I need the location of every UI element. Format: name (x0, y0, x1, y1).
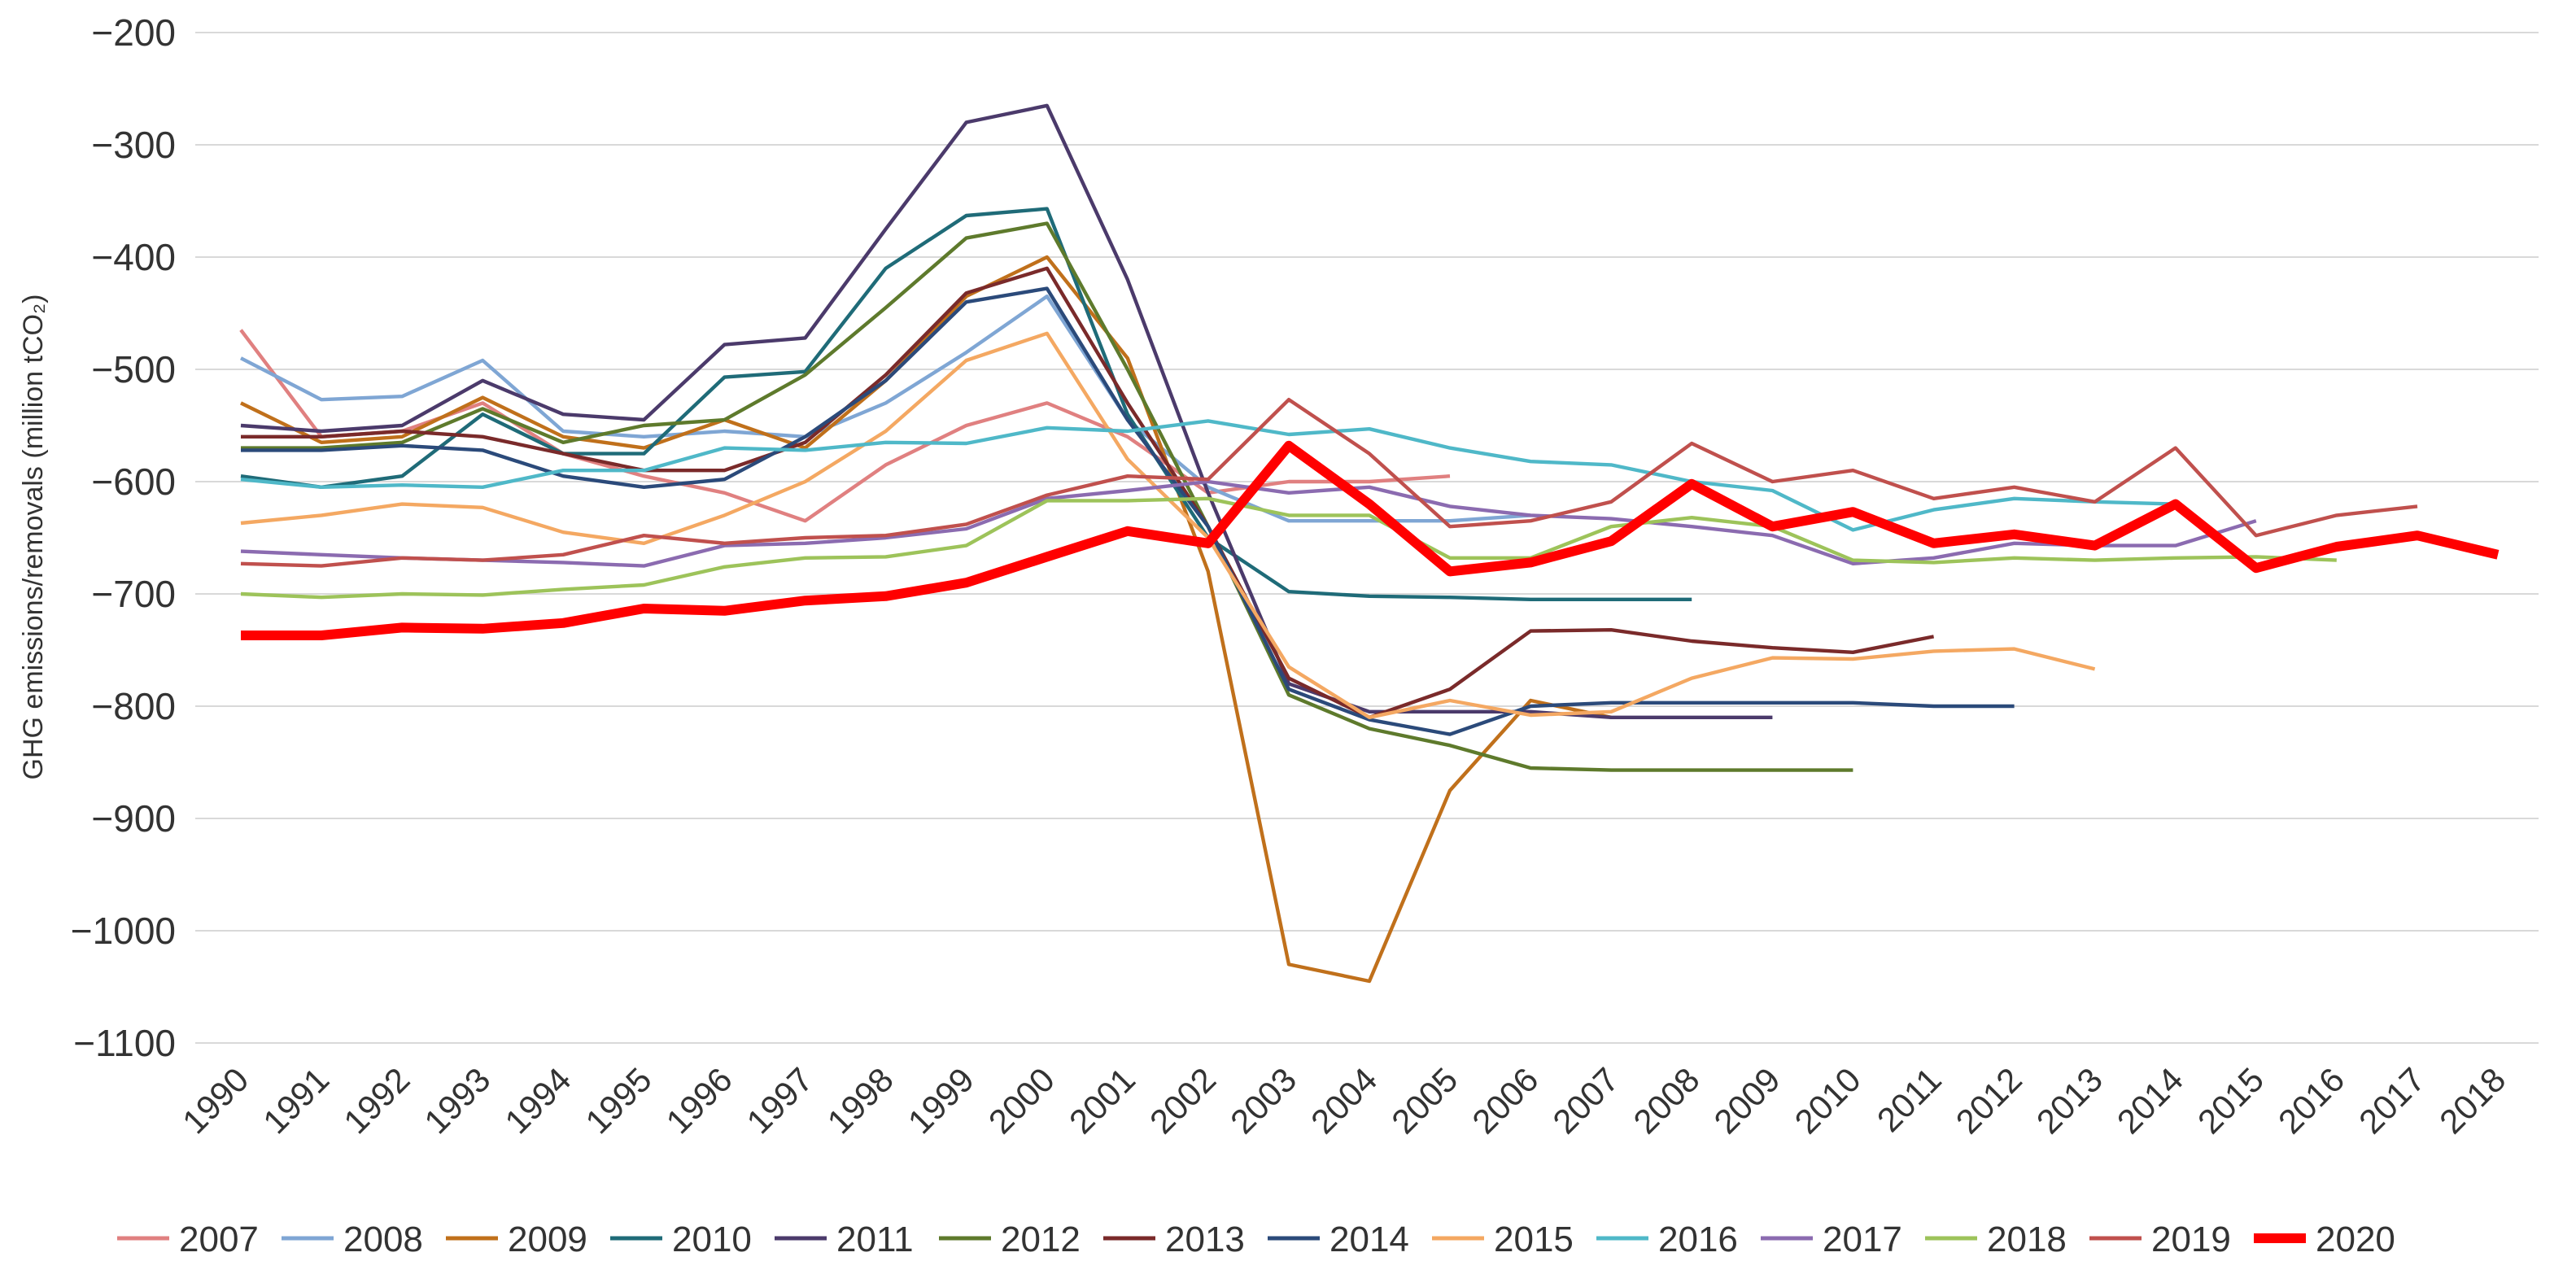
x-tick-label: 2003 (1223, 1060, 1303, 1141)
series-line (240, 496, 2337, 600)
x-tick-label: 2008 (1626, 1060, 1706, 1141)
series-line (240, 255, 1612, 984)
y-tick-label: −200 (91, 11, 176, 54)
legend-label: 2013 (1165, 1220, 1245, 1259)
x-tick-label: 1990 (175, 1060, 255, 1141)
x-tick-label: 2017 (2351, 1060, 2432, 1141)
x-tick-label: 1993 (417, 1060, 497, 1141)
series-line (240, 419, 2176, 532)
y-tick-label: −1100 (73, 1022, 176, 1064)
x-tick-label: 1991 (255, 1060, 336, 1141)
legend-label: 2009 (508, 1220, 587, 1259)
legend-label: 2019 (2151, 1220, 2231, 1259)
x-tick-label: 1998 (820, 1060, 901, 1141)
x-tick-label: 2002 (1142, 1060, 1223, 1141)
legend-label: 2018 (1987, 1220, 2067, 1259)
legend-label: 2016 (1658, 1220, 1738, 1259)
series-line (241, 221, 1853, 772)
x-tick-label: 2007 (1545, 1060, 1626, 1141)
x-tick-label: 1995 (578, 1060, 658, 1141)
y-tick-label: −600 (91, 460, 176, 503)
y-tick-label: −800 (91, 685, 176, 727)
series-line (239, 295, 1531, 523)
x-tick-label: 2011 (1870, 1060, 1949, 1139)
y-tick-label: −1000 (71, 910, 176, 952)
series-line (241, 286, 2015, 736)
series-line (241, 440, 2500, 640)
x-tick-label: 2018 (2432, 1060, 2513, 1141)
y-tick-label: −400 (91, 236, 176, 278)
x-tick-label: 2016 (2271, 1060, 2351, 1141)
legend-label: 2014 (1329, 1220, 1409, 1259)
legend-label: 2017 (1823, 1220, 1902, 1259)
legend-label: 2015 (1494, 1220, 1574, 1259)
series-line (240, 398, 2418, 568)
legend-label: 2020 (2316, 1220, 2395, 1259)
x-tick-label: 2014 (2110, 1060, 2190, 1141)
legend-label: 2008 (343, 1220, 423, 1259)
x-tick-label: 2012 (1949, 1060, 2029, 1141)
legend-label: 2012 (1001, 1220, 1081, 1259)
x-tick-label: 1999 (901, 1060, 981, 1141)
series-line (240, 207, 1692, 601)
legend-label: 2007 (179, 1220, 259, 1259)
x-tick-label: 1994 (497, 1060, 578, 1141)
x-tick-label: 2010 (1787, 1060, 1867, 1141)
x-tick-label: 1997 (740, 1060, 820, 1141)
series-line (241, 266, 1935, 719)
x-tick-label: 1992 (336, 1060, 417, 1141)
legend-label: 2010 (672, 1220, 752, 1259)
y-tick-label: −500 (91, 348, 176, 391)
y-tick-label: −900 (91, 797, 176, 840)
x-tick-label: 2006 (1465, 1060, 1545, 1141)
y-axis-label: GHG emissions/removals (million tCO₂) (18, 295, 49, 780)
x-tick-label: 2009 (1706, 1060, 1787, 1141)
x-tick-label: 1996 (658, 1060, 739, 1141)
x-tick-label: 2015 (2190, 1060, 2271, 1141)
x-tick-label: 2005 (1384, 1060, 1465, 1141)
x-tick-label: 2013 (2029, 1060, 2110, 1141)
y-tick-label: −700 (91, 573, 176, 615)
x-tick-label: 2004 (1303, 1060, 1384, 1141)
legend-label: 2011 (836, 1220, 914, 1259)
x-tick-label: 2000 (981, 1060, 1062, 1141)
y-tick-label: −300 (91, 124, 176, 166)
x-tick-label: 2001 (1062, 1060, 1142, 1141)
